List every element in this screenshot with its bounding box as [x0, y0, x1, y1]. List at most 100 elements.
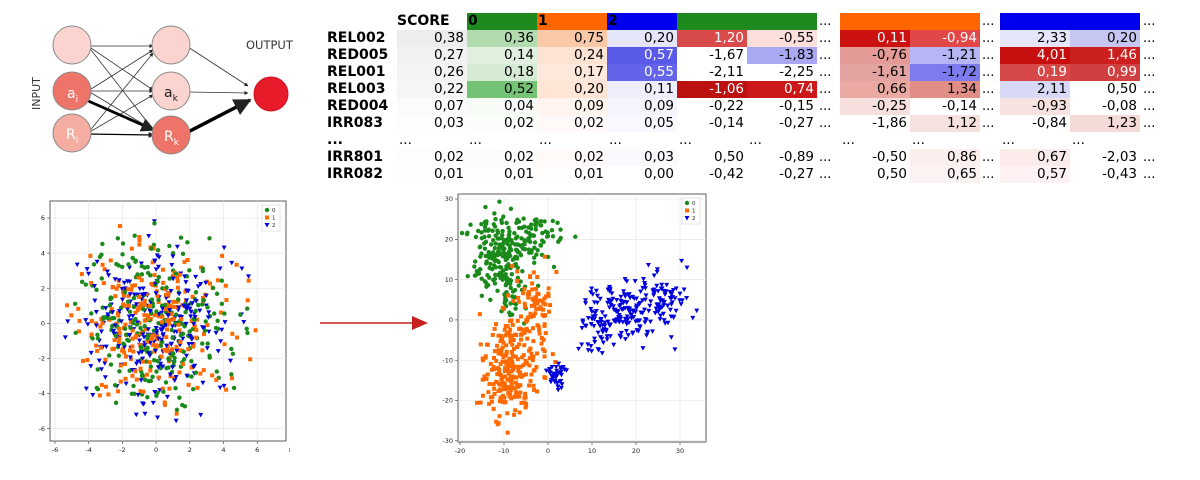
point-class-0: [519, 236, 524, 241]
input-label: INPUT: [30, 77, 43, 110]
point-class-1: [94, 343, 99, 348]
point-class-2: [92, 284, 98, 289]
point-class-2: [612, 307, 618, 313]
point-class-2: [88, 364, 94, 369]
point-class-2: [62, 335, 68, 340]
hidden-node-1: [151, 25, 191, 65]
point-class-1: [491, 382, 496, 387]
point-class-2: [605, 300, 611, 306]
point-class-0: [515, 265, 520, 270]
r-i-label: R: [66, 127, 76, 143]
point-class-2: [585, 348, 591, 353]
point-class-2: [585, 342, 591, 347]
input-node-1: [52, 25, 92, 65]
point-class-1: [482, 374, 487, 379]
point-class-2: [134, 302, 140, 307]
point-class-2: [193, 299, 199, 304]
table-cell: -0,25: [840, 98, 910, 115]
point-class-1: [164, 335, 169, 340]
point-class-1: [163, 307, 168, 312]
point-class-2: [142, 292, 148, 297]
point-class-2: [139, 350, 145, 355]
point-class-0: [505, 236, 510, 242]
point-class-1: [506, 365, 511, 370]
legend-label: 0: [692, 201, 696, 207]
point-class-1: [529, 303, 534, 308]
point-class-0: [120, 252, 125, 257]
point-class-2: [170, 365, 176, 370]
point-class-1: [486, 390, 491, 395]
y-tick-label: -20: [442, 397, 453, 405]
point-class-0: [506, 232, 512, 238]
point-class-1: [518, 364, 523, 369]
point-class-0: [532, 240, 538, 245]
point-class-0: [202, 328, 208, 333]
point-class-2: [98, 367, 104, 372]
point-class-1: [112, 338, 117, 343]
point-class-2: [160, 332, 166, 337]
point-class-0: [520, 246, 526, 251]
table-cell: -0,27: [747, 115, 817, 132]
point-class-0: [173, 385, 178, 391]
point-class-1: [95, 348, 100, 353]
point-class-0: [215, 318, 220, 323]
point-class-0: [515, 234, 520, 239]
table-cell: 0,00: [607, 166, 677, 183]
x-tick-label: 2: [188, 446, 192, 454]
point-class-2: [672, 296, 678, 301]
column-ellipsis: ...: [1143, 48, 1156, 63]
point-class-1: [111, 346, 116, 351]
point-class-1: [492, 391, 497, 396]
point-class-1: [495, 366, 500, 371]
point-class-1: [69, 313, 74, 318]
column-ellipsis: ...: [982, 65, 995, 80]
point-class-1: [113, 294, 118, 299]
point-class-2: [621, 289, 627, 294]
point-class-0: [154, 278, 160, 284]
point-class-1: [151, 333, 156, 338]
point-class-1: [172, 376, 177, 381]
point-class-2: [593, 288, 599, 294]
legend: [681, 197, 701, 225]
point-class-1: [186, 382, 191, 387]
point-class-1: [512, 412, 517, 417]
point-class-2: [622, 316, 628, 322]
point-class-2: [174, 244, 180, 250]
point-class-1: [148, 368, 153, 373]
point-class-2: [599, 310, 605, 315]
point-class-0: [142, 323, 147, 329]
point-class-1: [492, 386, 497, 391]
point-class-1: [99, 383, 104, 388]
point-class-2: [185, 303, 191, 308]
point-class-1: [194, 335, 199, 340]
table-cell: ...: [467, 132, 537, 149]
point-class-1: [191, 344, 196, 349]
point-class-1: [195, 317, 200, 322]
table-cell: 0,02: [537, 115, 607, 132]
point-class-1: [533, 295, 538, 300]
point-class-2: [600, 328, 606, 333]
point-class-1: [121, 293, 126, 298]
point-class-1: [129, 287, 134, 292]
point-class-1: [536, 324, 541, 329]
point-class-0: [200, 302, 205, 307]
point-class-1: [530, 287, 535, 292]
point-class-2: [659, 286, 665, 291]
point-class-2: [159, 337, 165, 343]
point-class-1: [210, 373, 215, 378]
point-class-1: [150, 260, 155, 265]
point-class-2: [632, 279, 638, 284]
point-class-1: [528, 311, 533, 316]
point-class-2: [659, 282, 665, 288]
point-class-1: [222, 342, 227, 347]
point-class-1: [515, 278, 520, 283]
point-class-1: [200, 295, 205, 300]
point-class-1: [508, 327, 513, 332]
point-class-1: [171, 317, 176, 322]
point-class-2: [206, 329, 212, 335]
point-class-1: [520, 355, 525, 360]
point-class-2: [681, 287, 687, 292]
point-class-0: [538, 243, 544, 248]
point-class-0: [482, 219, 488, 225]
point-class-0: [529, 222, 534, 227]
